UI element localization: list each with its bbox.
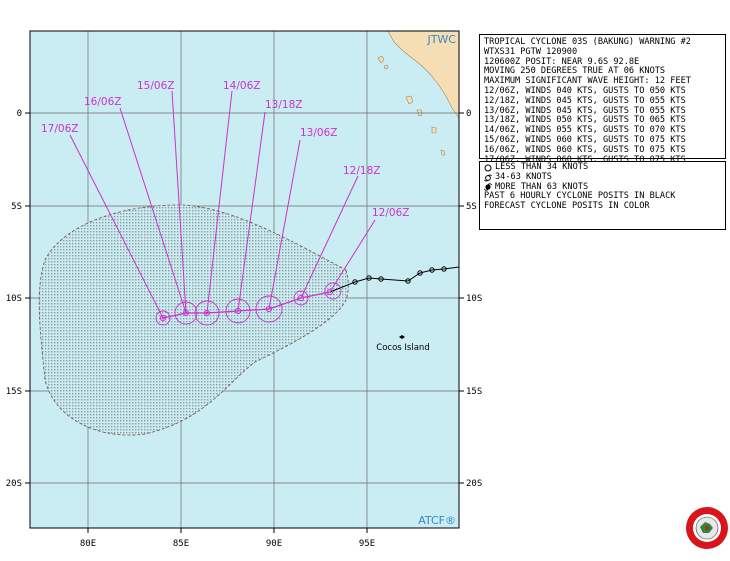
- past-posit: [441, 266, 447, 272]
- legend-more-63-label: MORE THAN 63 KNOTS: [495, 181, 589, 192]
- wind-radius: [194, 300, 220, 326]
- legend-row-more-63: MORE THAN 63 KNOTS: [484, 181, 721, 193]
- open-circle-icon: [484, 164, 492, 172]
- forecast-row: 12/18Z, WINDS 045 KTS, GUSTS TO 055 KTS: [484, 95, 686, 106]
- forecast-label-16-06z: 16/06Z: [84, 96, 121, 108]
- lat-label-left-20s: 20S: [6, 479, 22, 489]
- lon-label-95e: 95E: [359, 539, 375, 549]
- wind-radius: [293, 290, 309, 306]
- label-leaders: [69, 90, 376, 319]
- forecast-row: 12/06Z, WINDS 040 KTS, GUSTS TO 050 KTS: [484, 85, 686, 96]
- wind-radius: [225, 298, 251, 324]
- wind-danger-area: [38, 204, 349, 436]
- warning-position: 120600Z POSIT: NEAR 9.6S 92.8E: [484, 56, 640, 67]
- past-posit: [352, 279, 358, 285]
- forecast-label-12-06z: 12/06Z: [372, 207, 409, 219]
- lat-label-right-20s: 20S: [466, 479, 482, 489]
- sumatra-land: [387, 31, 459, 119]
- forecast-row: 16/06Z, WINDS 060 KTS, GUSTS TO 075 KTS: [484, 144, 686, 155]
- warning-movement: MOVING 250 DEGREES TRUE AT 06 KNOTS: [484, 66, 666, 77]
- forecast-row: 15/06Z, WINDS 060 KTS, GUSTS TO 075 KTS: [484, 134, 686, 145]
- forecast-label-13-18z: 13/18Z: [265, 99, 302, 111]
- forecast-posit: [297, 294, 305, 302]
- past-posit: [417, 270, 423, 276]
- atcf-label: ATCF®: [418, 514, 456, 527]
- filled-storm-icon: [484, 183, 492, 192]
- legend-34-63-label: 34-63 KNOTS: [495, 171, 552, 182]
- forecast-label-17-06z: 17/06Z: [41, 123, 78, 135]
- lat-label-left-0: 0: [17, 109, 22, 119]
- lat-label-right-5s: 5S: [466, 202, 477, 212]
- lat-label-left-15s: 15S: [6, 387, 22, 397]
- lat-label-right-10s: 10S: [466, 294, 482, 304]
- past-posit: [405, 278, 411, 284]
- lat-label-right-0: 0: [466, 109, 471, 119]
- past-posit: [378, 276, 384, 282]
- warning-info-box: TROPICAL CYCLONE 03S (BAKUNG) WARNING #2…: [479, 34, 726, 164]
- map-frame: [29, 30, 460, 529]
- forecast-label-12-18z: 12/18Z: [343, 165, 380, 177]
- forecast-label-14-06z: 14/06Z: [223, 80, 260, 92]
- warning-wave-height: MAXIMUM SIGNIFICANT WAVE HEIGHT: 12 FEET: [484, 76, 691, 87]
- forecast-label-15-06z: 15/06Z: [137, 80, 174, 92]
- forecast-row: 14/06Z, WINDS 055 KTS, GUSTS TO 070 KTS: [484, 125, 686, 136]
- warning-header-line: WTXS31 PGTW 120900: [484, 46, 578, 57]
- legend-row-34-63: 34-63 KNOTS: [484, 171, 721, 183]
- past-posit: [366, 275, 372, 281]
- tick-marks: [25, 112, 464, 533]
- forecast-posit: [159, 314, 167, 322]
- legend-box: LESS THAN 34 KNOTS 34-63 KNOTS MORE THAN…: [479, 161, 726, 230]
- lat-label-left-10s: 10S: [6, 294, 22, 304]
- wind-radius: [255, 295, 283, 323]
- forecast-row: 13/18Z, WINDS 050 KTS, GUSTS TO 065 KTS: [484, 115, 686, 126]
- storm-symbol-icon: [484, 174, 492, 182]
- lat-label-right-15s: 15S: [466, 387, 482, 397]
- agency-logo-icon: [686, 507, 728, 549]
- wind-radius: [174, 301, 198, 325]
- cocos-island-label: Cocos Island: [376, 343, 429, 353]
- wind-radius: [324, 282, 342, 300]
- forecast-posit: [326, 288, 334, 296]
- lon-label-85e: 85E: [173, 539, 189, 549]
- lon-label-80e: 80E: [80, 539, 96, 549]
- legend-forecast-note: FORECAST CYCLONE POSITS IN COLOR: [484, 201, 650, 212]
- past-posit: [429, 267, 435, 273]
- legend-less-34-label: LESS THAN 34 KNOTS: [495, 162, 589, 172]
- forecast-row: 13/06Z, WINDS 045 KTS, GUSTS TO 055 KTS: [484, 105, 686, 116]
- lat-label-left-5s: 5S: [11, 202, 22, 212]
- legend-past-note: PAST 6 HOURLY CYCLONE POSITS IN BLACK: [484, 191, 676, 202]
- forecast-label-13-06z: 13/06Z: [300, 127, 337, 139]
- past-track: [329, 266, 459, 293]
- forecast-row: 17/06Z, WINDS 060 KTS, GUSTS TO 075 KTS: [484, 154, 686, 165]
- jtwc-label: JTWC: [426, 33, 456, 46]
- warning-title: TROPICAL CYCLONE 03S (BAKUNG) WARNING #2: [484, 37, 691, 47]
- wind-radius: [155, 310, 171, 326]
- cocos-island-marker: [399, 335, 405, 339]
- legend-row-less-34: LESS THAN 34 KNOTS: [484, 162, 721, 173]
- lon-label-90e: 90E: [266, 539, 282, 549]
- islands: [377, 55, 446, 156]
